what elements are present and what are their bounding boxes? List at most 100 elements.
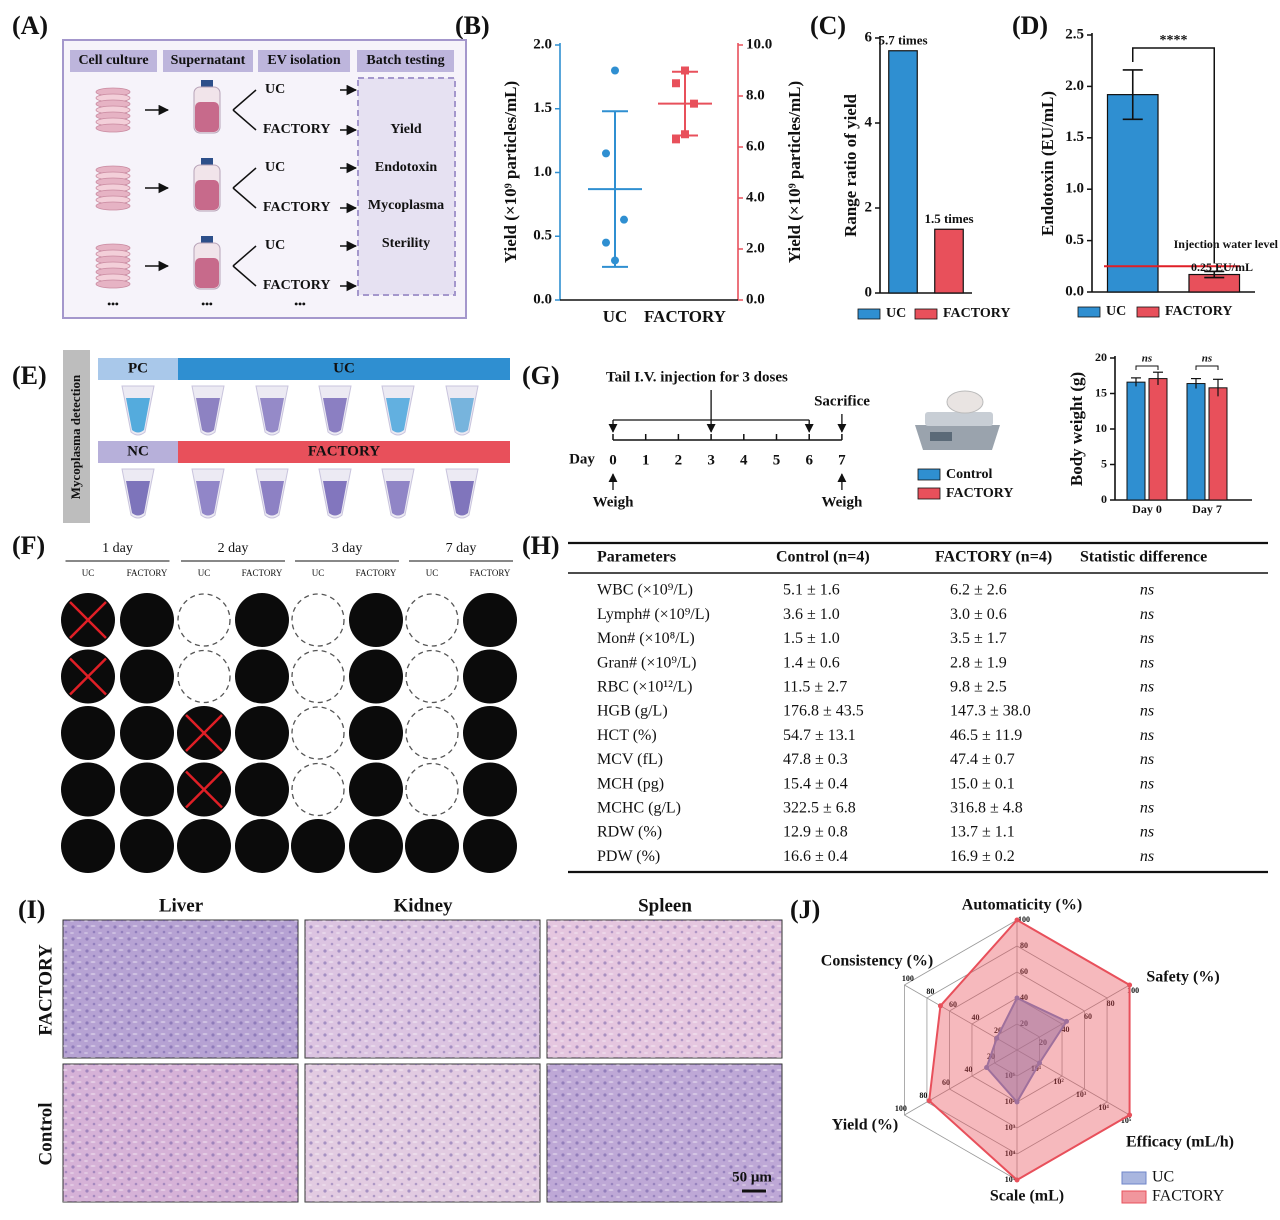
table-header: FACTORY (n=4)	[935, 549, 1052, 566]
day-number: 1	[642, 452, 650, 468]
table-cell: 9.8 ± 2.5	[950, 678, 1007, 695]
table-cell: ns	[1140, 654, 1154, 671]
tube-liquid	[323, 398, 347, 433]
panel-label: (I)	[18, 895, 45, 924]
radar-tick-label: 10⁴	[1005, 1149, 1016, 1158]
y-tick-label: 1.0	[1065, 181, 1084, 197]
tube-liquid	[126, 481, 150, 516]
y-axis-title: Yield (×10⁹ particles/mL)	[785, 81, 804, 263]
step-header	[70, 50, 157, 72]
radar-area	[928, 918, 1131, 1182]
plate	[463, 819, 517, 873]
point	[672, 135, 680, 144]
culture-dish	[95, 201, 131, 211]
table-cell: 46.5 ± 11.9	[950, 727, 1022, 744]
plate	[61, 706, 115, 760]
panel-label: (C)	[810, 11, 846, 40]
table-cell: 13.7 ± 1.1	[950, 824, 1015, 841]
injection-label: Tail I.V. injection for 3 doses	[606, 369, 788, 385]
contamination-mark	[69, 601, 107, 639]
table-cell: 176.8 ± 43.5	[783, 703, 864, 720]
tube-liquid	[386, 481, 410, 516]
bar	[1148, 378, 1168, 501]
group-label: UC	[82, 568, 95, 578]
x-tick-label: Day 7	[1192, 502, 1222, 516]
row-label: Control	[35, 1103, 56, 1166]
table-cell: 1.5 ± 1.0	[783, 630, 840, 647]
y-axis-title: Body weight (g)	[1067, 372, 1086, 486]
side-label-box	[63, 350, 90, 523]
y-tick-label: 1.5	[1065, 129, 1084, 145]
panel-label: (E)	[12, 361, 47, 390]
histology-texture	[305, 920, 540, 1058]
plate-empty	[291, 593, 345, 647]
radar-axis-label: Safety (%)	[1146, 969, 1219, 986]
panel-label: (A)	[12, 11, 48, 40]
legend-label: FACTORY	[1165, 304, 1232, 319]
table-cell: 322.5 ± 6.8	[783, 799, 856, 816]
table-header: Control (n=4)	[776, 549, 870, 566]
weigh-label: Weigh	[593, 494, 634, 510]
significance-bracket	[1132, 47, 1215, 264]
plate-empty	[405, 706, 459, 760]
table-cell: PDW (%)	[597, 848, 660, 865]
group-label: FACTORY	[127, 568, 168, 578]
radar-point	[1127, 982, 1133, 988]
group-label: FACTORY	[470, 568, 511, 578]
plate	[291, 819, 345, 873]
plate	[120, 706, 174, 760]
plate	[349, 593, 403, 647]
group-label: FACTORY	[308, 443, 380, 459]
table-cell: 54.7 ± 13.1	[783, 727, 856, 744]
y-axis-title: Yield (×10⁹ particles/mL)	[501, 81, 520, 263]
table-cell: 47.4 ± 0.7	[950, 751, 1015, 768]
radar-tick-label: 40	[964, 1065, 972, 1074]
day-number: 2	[675, 452, 683, 468]
table-cell: 2.8 ± 1.9	[950, 654, 1007, 671]
plate-empty	[291, 649, 345, 704]
fork	[232, 89, 257, 111]
day-number: 4	[740, 452, 748, 468]
panel-label: (F)	[12, 531, 45, 560]
radar-axis-label: Yield (%)	[832, 1117, 899, 1134]
histology-texture	[63, 1064, 298, 1202]
y-tick-label: 1.5	[533, 100, 552, 116]
group-label: UC	[198, 568, 211, 578]
radar-tick-label: 10²	[1053, 1077, 1064, 1086]
day-axis-label: Day	[569, 451, 595, 467]
ellipsis: •••	[107, 299, 119, 311]
y-tick-label: 2	[865, 199, 873, 215]
bottle-cap	[201, 236, 213, 243]
y-tick-label: 0	[1101, 492, 1107, 506]
tube-liquid	[196, 481, 220, 516]
test-label: Yield	[390, 122, 422, 137]
radar-tick-label: 10²	[1005, 1097, 1016, 1106]
step-header	[258, 50, 350, 72]
y-tick-label: 6	[865, 29, 873, 45]
plate	[235, 819, 289, 873]
test-label: Mycoplasma	[368, 198, 444, 213]
y-tick-label: 0.5	[533, 228, 552, 244]
tube-liquid	[196, 398, 220, 433]
table-cell: 5.1 ± 1.6	[783, 582, 840, 599]
tube-liquid	[450, 481, 474, 516]
fork	[232, 245, 257, 267]
column-label: Kidney	[393, 895, 453, 916]
tube-liquid	[450, 398, 474, 433]
medium	[195, 258, 219, 288]
plate	[349, 762, 403, 817]
plate-empty	[177, 649, 231, 704]
radar-tick-label: 40	[971, 1013, 979, 1022]
testing-box	[357, 77, 456, 296]
method-label: FACTORY	[263, 122, 330, 137]
panel-label: (G)	[522, 361, 560, 390]
tube-liquid	[386, 398, 410, 433]
method-label: UC	[265, 82, 285, 97]
point	[602, 149, 610, 158]
table-cell: ns	[1140, 703, 1154, 720]
legend-label: UC	[1152, 1169, 1174, 1186]
plate	[120, 819, 174, 873]
method-label: UC	[265, 238, 285, 253]
